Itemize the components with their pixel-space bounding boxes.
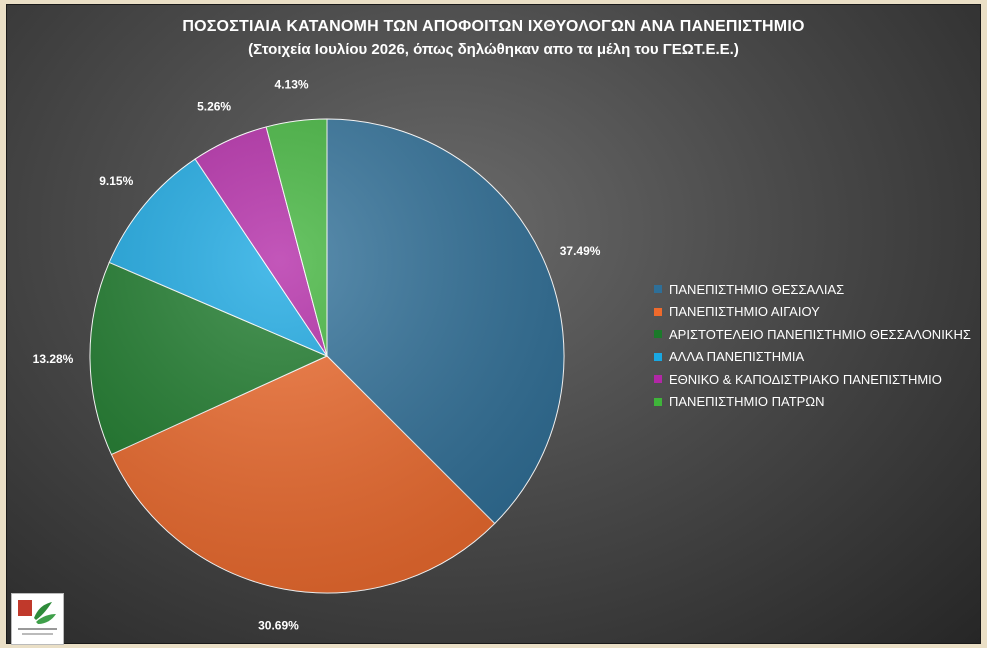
- slice-data-label: 9.15%: [99, 174, 133, 188]
- slice-data-label: 5.26%: [197, 99, 231, 113]
- slice-data-label: 30.69%: [258, 619, 299, 633]
- legend-item: ΕΘΝΙΚΟ & ΚΑΠΟΔΙΣΤΡΙΑΚΟ ΠΑΝΕΠΙΣΤΗΜΙΟ: [654, 368, 971, 391]
- legend-item: ΠΑΝΕΠΙΣΤΗΜΙΟ ΑΙΓΑΙΟΥ: [654, 301, 971, 324]
- legend-item: ΑΛΛΑ ΠΑΝΕΠΙΣΤΗΜΙΑ: [654, 346, 971, 369]
- legend-item: ΠΑΝΕΠΙΣΤΗΜΙΟ ΠΑΤΡΩΝ: [654, 391, 971, 414]
- legend-label: ΕΘΝΙΚΟ & ΚΑΠΟΔΙΣΤΡΙΑΚΟ ΠΑΝΕΠΙΣΤΗΜΙΟ: [669, 371, 942, 387]
- legend-item: ΑΡΙΣΤΟΤΕΛΕΙΟ ΠΑΝΕΠΙΣΤΗΜΙΟ ΘΕΣΣΑΛΟΝΙΚΗΣ: [654, 323, 971, 346]
- slice-data-label: 4.13%: [275, 77, 309, 91]
- slice-data-label: 37.49%: [560, 244, 601, 258]
- chart-subtitle: (Στοιχεία Ιουλίου 2026, όπως δηλώθηκαν α…: [248, 41, 739, 58]
- legend-swatch: [654, 375, 662, 384]
- legend-label: ΠΑΝΕΠΙΣΤΗΜΙΟ ΘΕΣΣΑΛΙΑΣ: [669, 281, 845, 297]
- legend-swatch: [654, 397, 662, 406]
- legend-item: ΠΑΝΕΠΙΣΤΗΜΙΟ ΘΕΣΣΑΛΙΑΣ: [654, 278, 971, 301]
- legend-swatch: [654, 330, 662, 339]
- slice-data-label: 13.28%: [33, 352, 74, 366]
- legend-label: ΠΑΝΕΠΙΣΤΗΜΙΟ ΠΑΤΡΩΝ: [669, 394, 825, 410]
- legend-swatch: [654, 352, 662, 361]
- geotee-logo-icon: [11, 593, 64, 645]
- legend-swatch: [654, 285, 662, 294]
- chart-area: ΠΟΣΟΣΤΙΑΙΑ ΚΑΤΑΝΟΜΗ ΤΩΝ ΑΠΟΦΟΙΤΩΝ ΙΧΘΥΟΛ…: [6, 4, 981, 645]
- legend-label: ΠΑΝΕΠΙΣΤΗΜΙΟ ΑΙΓΑΙΟΥ: [669, 304, 820, 320]
- legend-label: ΑΡΙΣΤΟΤΕΛΕΙΟ ΠΑΝΕΠΙΣΤΗΜΙΟ ΘΕΣΣΑΛΟΝΙΚΗΣ: [669, 326, 971, 342]
- legend-swatch: [654, 307, 662, 316]
- chart-title: ΠΟΣΟΣΤΙΑΙΑ ΚΑΤΑΝΟΜΗ ΤΩΝ ΑΠΟΦΟΙΤΩΝ ΙΧΘΥΟΛ…: [182, 18, 805, 35]
- chart-frame: ΠΟΣΟΣΤΙΑΙΑ ΚΑΤΑΝΟΜΗ ΤΩΝ ΑΠΟΦΟΙΤΩΝ ΙΧΘΥΟΛ…: [6, 4, 981, 645]
- legend: ΠΑΝΕΠΙΣΤΗΜΙΟ ΘΕΣΣΑΛΙΑΣ ΠΑΝΕΠΙΣΤΗΜΙΟ ΑΙΓΑΙ…: [654, 278, 971, 413]
- legend-label: ΑΛΛΑ ΠΑΝΕΠΙΣΤΗΜΙΑ: [669, 349, 805, 365]
- chart-title-block: ΠΟΣΟΣΤΙΑΙΑ ΚΑΤΑΝΟΜΗ ΤΩΝ ΑΠΟΦΟΙΤΩΝ ΙΧΘΥΟΛ…: [6, 18, 981, 58]
